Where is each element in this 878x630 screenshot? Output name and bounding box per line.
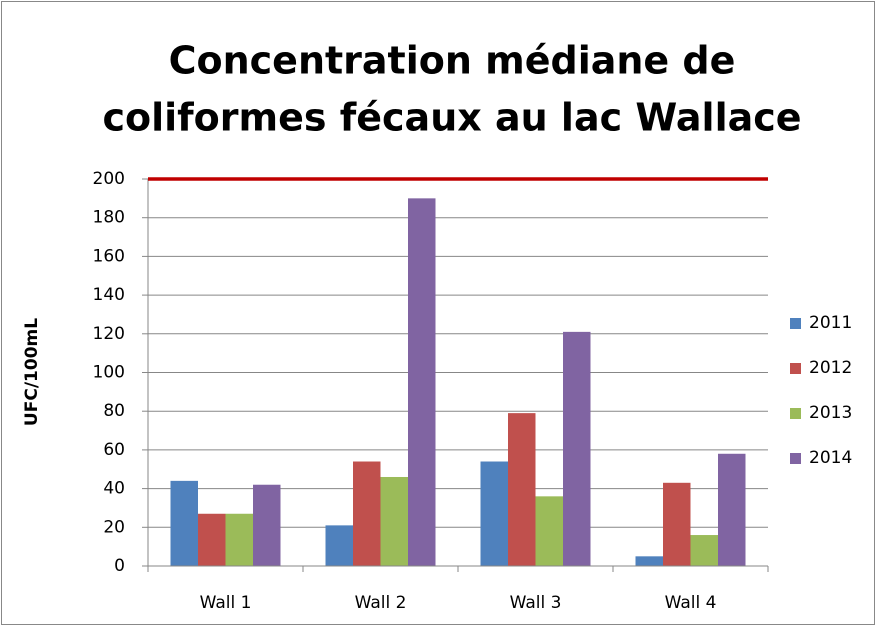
bar xyxy=(380,476,408,566)
legend-label: 2013 xyxy=(809,403,852,423)
y-tick-label: 100 xyxy=(93,363,125,383)
x-tick-label: Wall 2 xyxy=(355,593,407,613)
bar xyxy=(690,535,718,566)
x-tick-label: Wall 1 xyxy=(200,593,252,613)
bar xyxy=(198,513,226,566)
y-tick-label: 180 xyxy=(93,208,125,228)
chart-title: coliformes fécaux au lac Wallace xyxy=(102,96,801,140)
bar xyxy=(480,461,508,566)
legend-swatch xyxy=(790,408,801,419)
bar xyxy=(718,453,746,566)
y-tick-label: 160 xyxy=(93,246,125,266)
legend-swatch xyxy=(790,453,801,464)
bar xyxy=(253,484,281,566)
y-tick-label: 0 xyxy=(114,556,125,576)
legend-label: 2012 xyxy=(809,358,852,378)
legend-swatch xyxy=(790,318,801,329)
x-tick-label: Wall 3 xyxy=(510,593,562,613)
bar xyxy=(325,525,353,566)
bar xyxy=(635,556,663,566)
chart-title: Concentration médiane de xyxy=(169,39,736,83)
bar xyxy=(408,198,436,566)
y-tick-label: 120 xyxy=(93,324,125,344)
bar xyxy=(663,482,691,566)
bar xyxy=(170,480,198,566)
bar xyxy=(353,461,381,566)
legend-label: 2011 xyxy=(809,313,852,333)
legend-swatch xyxy=(790,363,801,374)
bar xyxy=(535,496,563,566)
legend-label: 2014 xyxy=(809,448,852,468)
x-tick-label: Wall 4 xyxy=(665,593,717,613)
y-tick-label: 140 xyxy=(93,285,125,305)
y-tick-label: 40 xyxy=(103,479,125,499)
bar xyxy=(225,513,253,566)
y-tick-label: 60 xyxy=(103,440,125,460)
y-tick-label: 200 xyxy=(93,169,125,189)
bar xyxy=(508,413,536,566)
y-axis-label: UFC/100mL xyxy=(22,318,42,426)
bar xyxy=(563,331,591,566)
y-tick-label: 80 xyxy=(103,401,125,421)
y-tick-label: 20 xyxy=(103,517,125,537)
